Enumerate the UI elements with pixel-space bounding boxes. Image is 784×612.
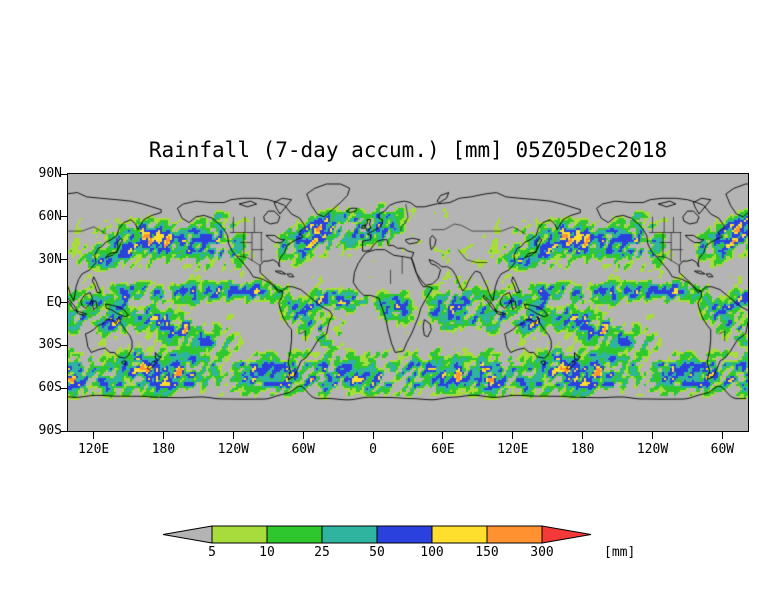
y-tick-label: 30S — [38, 337, 62, 353]
colorbar-tick-label: 150 — [475, 545, 499, 560]
y-tick-label: 30N — [38, 251, 62, 267]
y-tick-label: EQ — [46, 294, 62, 310]
y-tick-mark — [61, 259, 68, 261]
map-plot-area — [67, 173, 749, 432]
y-tick-label: 60S — [38, 380, 62, 396]
y-tick-label: 60N — [38, 208, 62, 224]
colorbar-segment — [376, 525, 433, 544]
colorbar-tick-label: 10 — [259, 545, 275, 560]
y-tick-mark — [61, 430, 68, 432]
colorbar-segment — [486, 525, 543, 544]
x-tick-mark — [442, 432, 444, 439]
x-tick-mark — [372, 432, 374, 439]
x-tick-label: 180 — [151, 442, 176, 457]
x-tick-mark — [582, 432, 584, 439]
x-tick-label: 120W — [217, 442, 249, 457]
x-tick-label: 120E — [497, 442, 529, 457]
x-tick-label: 60E — [431, 442, 455, 457]
y-tick-mark — [61, 216, 68, 218]
x-tick-mark — [302, 432, 304, 439]
colorbar-segment — [211, 525, 268, 544]
colorbar-tick-label: 25 — [314, 545, 330, 560]
x-tick-mark — [652, 432, 654, 439]
x-tick-label: 0 — [369, 442, 377, 457]
x-tick-label: 120E — [77, 442, 110, 457]
colorbar-segment — [266, 525, 323, 544]
colorbar-tick-label: 5 — [208, 545, 216, 560]
colorbar-over-arrow — [541, 525, 592, 544]
y-tick-label: 90N — [38, 166, 62, 181]
y-tick-mark — [61, 173, 68, 175]
x-tick-label: 180 — [570, 442, 595, 457]
colorbar-segment — [321, 525, 378, 544]
x-tick-label: 60W — [710, 442, 735, 457]
y-tick-mark — [61, 344, 68, 346]
x-tick-mark — [512, 432, 514, 439]
x-tick-label: 120W — [636, 442, 669, 457]
x-tick-mark — [721, 432, 723, 439]
x-tick-mark — [232, 432, 234, 439]
y-tick-mark — [61, 302, 68, 303]
y-tick-label: 90S — [38, 423, 62, 438]
colorbar-segment — [431, 525, 488, 544]
rainfall-heatmap-canvas — [68, 174, 748, 431]
chart-title: Rainfall (7-day accum.) [mm] 05Z05Dec201… — [148, 138, 668, 162]
colorbar-under-arrow — [162, 525, 213, 544]
colorbar — [162, 525, 592, 544]
colorbar-tick-label: 50 — [369, 545, 385, 560]
x-tick-mark — [162, 432, 164, 439]
y-tick-mark — [61, 387, 68, 389]
x-tick-mark — [93, 432, 95, 439]
x-tick-label: 60W — [291, 442, 315, 457]
colorbar-tick-label: 300 — [530, 545, 554, 560]
colorbar-tick-label: 100 — [420, 545, 444, 560]
colorbar-unit-label: [mm] — [604, 545, 636, 560]
